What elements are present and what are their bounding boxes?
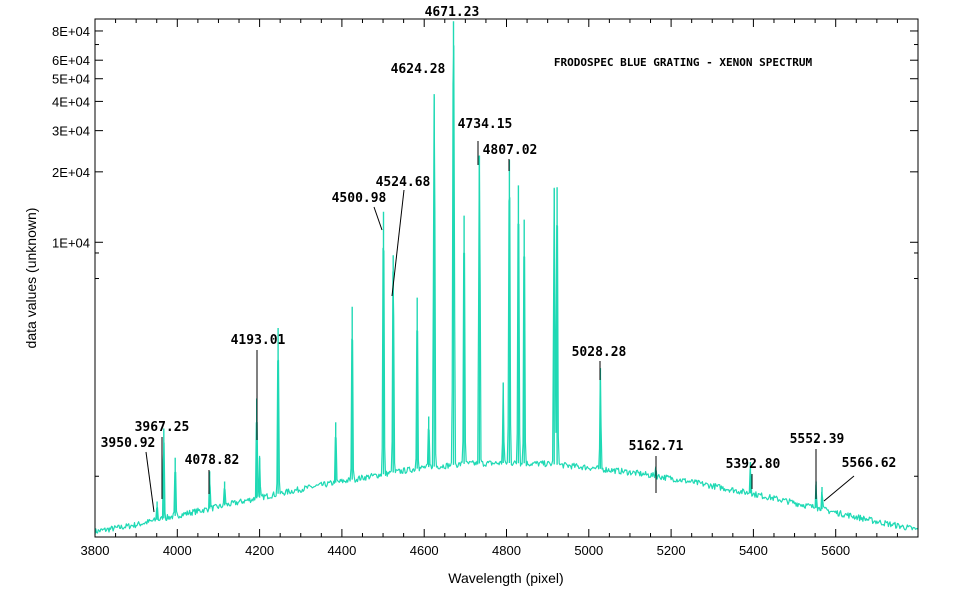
y-tick-label-6: 8E+04 (52, 24, 90, 39)
x-tick-label-9: 5600 (821, 543, 850, 558)
x-tick-label-3: 4400 (327, 543, 356, 558)
line-annotation-label-10: 4078.82 (185, 453, 240, 468)
line-annotation-label-8: 3967.25 (135, 420, 190, 435)
y-tick-label-5: 6E+04 (52, 53, 90, 68)
line-annotation-label-1: 4624.28 (391, 62, 446, 77)
chart-title: FRODOSPEC BLUE GRATING - XENON SPECTRUM (554, 56, 813, 69)
annotation-leader-line-5 (373, 206, 383, 231)
annotation-leader-line-14 (823, 475, 855, 502)
y-tick-label-0: 1E+04 (52, 235, 90, 250)
line-annotation-label-11: 5162.71 (629, 439, 684, 454)
x-tick-label-1: 4000 (163, 543, 192, 558)
line-annotation-label-14: 5566.62 (842, 456, 897, 471)
line-annotation-label-12: 5392.80 (726, 457, 781, 472)
annotation-leader-line-4 (391, 189, 405, 297)
y-tick-label-1: 2E+04 (52, 165, 90, 180)
spectrum-line (94, 45, 919, 535)
line-annotation-label-4: 4524.68 (376, 175, 431, 190)
line-annotation-label-13: 5552.39 (790, 432, 845, 447)
line-annotation-label-0: 4671.23 (425, 5, 480, 20)
line-annotation-label-9: 3950.92 (101, 436, 156, 451)
line-annotation-label-6: 4193.01 (231, 333, 286, 348)
x-tick-label-8: 5400 (739, 543, 768, 558)
line-annotation-label-7: 5028.28 (572, 345, 627, 360)
y-tick-label-2: 3E+04 (52, 124, 90, 139)
line-annotation-label-2: 4734.15 (458, 117, 513, 132)
x-tick-label-6: 5000 (574, 543, 603, 558)
y-axis-label: data values (unknown) (23, 208, 39, 349)
line-annotation-label-3: 4807.02 (483, 143, 538, 158)
annotation-leader-line-9 (145, 451, 155, 513)
x-tick-label-5: 4800 (492, 543, 521, 558)
x-tick-label-0: 3800 (81, 543, 110, 558)
x-tick-label-7: 5200 (657, 543, 686, 558)
y-tick-label-4: 5E+04 (52, 72, 90, 87)
x-axis-label: Wavelength (pixel) (448, 570, 563, 586)
x-tick-label-2: 4200 (245, 543, 274, 558)
line-annotation-label-5: 4500.98 (332, 191, 387, 206)
x-tick-label-4: 4600 (410, 543, 439, 558)
y-tick-label-3: 4E+04 (52, 94, 90, 109)
